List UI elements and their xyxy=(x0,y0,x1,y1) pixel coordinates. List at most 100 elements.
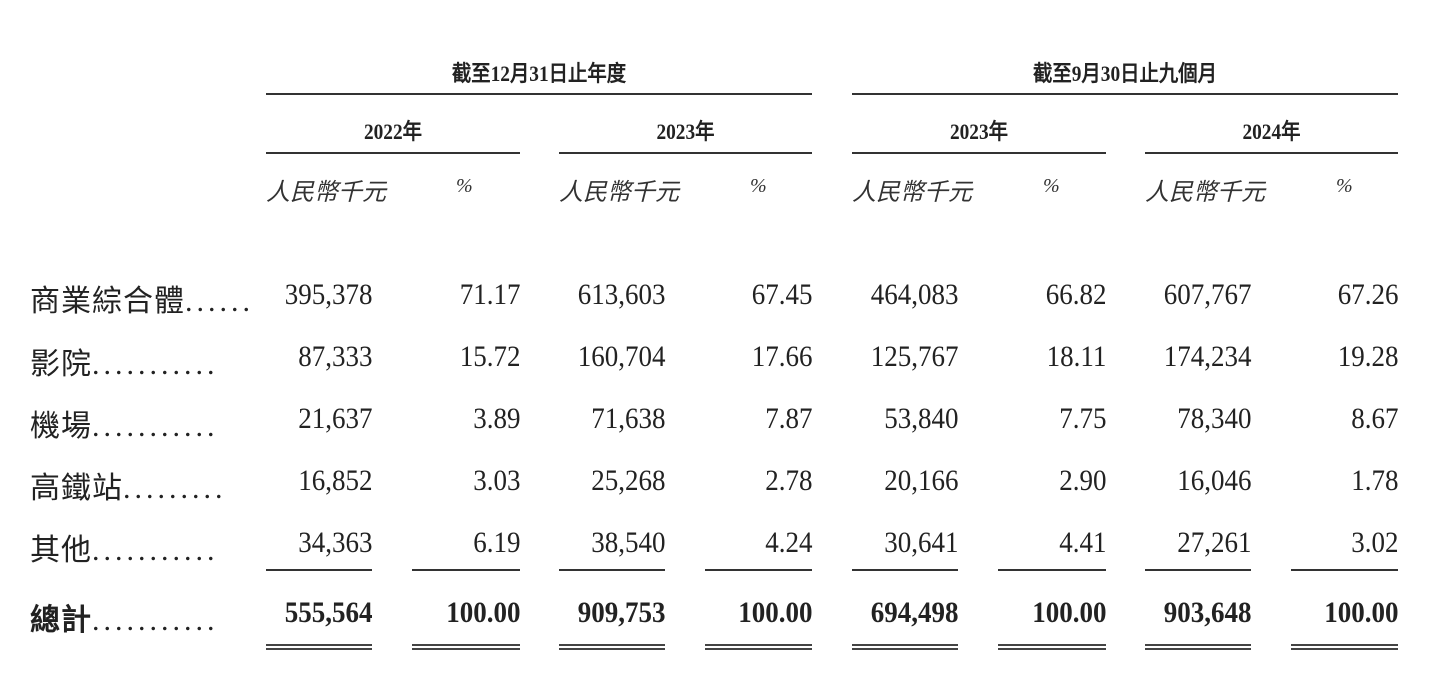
cell-cinema-2023-amount: 160,704 xyxy=(577,340,665,373)
double-underline xyxy=(705,644,812,650)
double-underline xyxy=(1291,644,1398,650)
period-rule-full-year xyxy=(266,93,812,95)
cell-total-2023-amount: 909,753 xyxy=(577,596,665,629)
cell-airport-2022-percent: 3.89 xyxy=(472,402,520,435)
cell-airport-2023n-amount: 53,840 xyxy=(883,402,958,435)
cell-commercial-2024-percent: 67.26 xyxy=(1337,278,1398,311)
cell-airport-2023n-percent: 7.75 xyxy=(1058,402,1106,435)
row-label-others: 其他........... xyxy=(30,525,219,569)
year-rule-2024 xyxy=(1145,152,1398,154)
row-label-total: 總計........... xyxy=(30,595,219,639)
leader-dots: ........... xyxy=(92,534,219,567)
cell-others-2023-percent: 4.24 xyxy=(764,526,812,559)
cell-rail-2023n-percent: 2.90 xyxy=(1058,464,1106,497)
unit-percent-2023-full: % xyxy=(750,175,767,197)
row-label-cinema: 影院........... xyxy=(30,339,219,383)
row-label-text: 其他 xyxy=(30,534,92,567)
cell-cinema-2023-percent: 17.66 xyxy=(751,340,812,373)
cell-airport-2023-percent: 7.87 xyxy=(764,402,812,435)
double-underline xyxy=(998,644,1106,650)
leader-dots: ......... xyxy=(123,472,227,505)
double-underline xyxy=(852,644,958,650)
leader-dots: ........... xyxy=(92,604,219,637)
row-label-text: 影院 xyxy=(30,348,92,381)
cell-rail-2022-amount: 16,852 xyxy=(297,464,372,497)
unit-amount-2024: 人民幣千元 xyxy=(1145,180,1265,206)
period-header-nine-months: 截至9月30日止九個月 xyxy=(1033,61,1217,86)
subtotal-rule xyxy=(412,569,520,571)
cell-total-2024-amount: 903,648 xyxy=(1163,596,1251,629)
cell-cinema-2022-percent: 15.72 xyxy=(459,340,520,373)
double-underline xyxy=(1145,644,1251,650)
row-label-commercial-complex: 商業綜合體...... xyxy=(30,276,254,320)
unit-percent-2022: % xyxy=(456,175,473,197)
unit-amount-2022: 人民幣千元 xyxy=(266,180,386,206)
cell-others-2023n-percent: 4.41 xyxy=(1058,526,1106,559)
row-label-text: 機場 xyxy=(30,410,92,443)
leader-dots: ...... xyxy=(185,285,254,318)
cell-commercial-2022-amount: 395,378 xyxy=(284,278,372,311)
cell-others-2023-amount: 38,540 xyxy=(590,526,665,559)
cell-others-2022-percent: 6.19 xyxy=(472,526,520,559)
subtotal-rule xyxy=(1291,569,1398,571)
double-underline xyxy=(412,644,520,650)
cell-total-2023n-amount: 694,498 xyxy=(870,596,958,629)
year-header-2023-full: 2023年 xyxy=(656,119,715,144)
subtotal-rule xyxy=(266,569,372,571)
period-header-full-year: 截至12月31日止年度 xyxy=(451,61,627,86)
cell-commercial-2022-percent: 71.17 xyxy=(459,278,520,311)
cell-commercial-2023-amount: 613,603 xyxy=(577,278,665,311)
cell-commercial-2023n-amount: 464,083 xyxy=(870,278,958,311)
unit-amount-2023-full: 人民幣千元 xyxy=(559,180,679,206)
leader-dots: ........... xyxy=(92,410,219,443)
cell-rail-2023-amount: 25,268 xyxy=(590,464,665,497)
subtotal-rule xyxy=(705,569,812,571)
cell-total-2023n-percent: 100.00 xyxy=(1031,596,1106,629)
cell-others-2022-amount: 34,363 xyxy=(297,526,372,559)
cell-rail-2024-amount: 16,046 xyxy=(1176,464,1251,497)
row-label-high-speed-rail: 高鐵站......... xyxy=(30,463,227,507)
cell-others-2024-percent: 3.02 xyxy=(1350,526,1398,559)
cell-cinema-2024-percent: 19.28 xyxy=(1337,340,1398,373)
year-header-2023-nine: 2023年 xyxy=(949,119,1009,144)
period-rule-nine-months xyxy=(852,93,1398,95)
cell-total-2023-percent: 100.00 xyxy=(737,596,812,629)
leader-dots: ........... xyxy=(92,348,219,381)
subtotal-rule xyxy=(852,569,958,571)
cell-commercial-2023-percent: 67.45 xyxy=(751,278,812,311)
cell-cinema-2022-amount: 87,333 xyxy=(297,340,372,373)
subtotal-rule xyxy=(559,569,665,571)
cell-commercial-2023n-percent: 66.82 xyxy=(1045,278,1106,311)
cell-total-2022-percent: 100.00 xyxy=(445,596,520,629)
year-rule-2022 xyxy=(266,152,520,154)
cell-rail-2023n-amount: 20,166 xyxy=(883,464,958,497)
cell-total-2024-percent: 100.00 xyxy=(1323,596,1398,629)
year-rule-2023-nine xyxy=(852,152,1106,154)
double-underline xyxy=(559,644,665,650)
cell-airport-2024-amount: 78,340 xyxy=(1176,402,1251,435)
cell-cinema-2023n-percent: 18.11 xyxy=(1046,340,1106,373)
cell-others-2023n-amount: 30,641 xyxy=(883,526,958,559)
unit-amount-2023-nine: 人民幣千元 xyxy=(852,180,972,206)
double-underline xyxy=(266,644,372,650)
year-header-2024: 2024年 xyxy=(1242,119,1301,144)
cell-cinema-2023n-amount: 125,767 xyxy=(870,340,958,373)
year-rule-2023-full xyxy=(559,152,812,154)
row-label-text: 高鐵站 xyxy=(30,472,123,505)
cell-airport-2024-percent: 8.67 xyxy=(1350,402,1398,435)
cell-rail-2022-percent: 3.03 xyxy=(472,464,520,497)
cell-airport-2023-amount: 71,638 xyxy=(590,402,665,435)
subtotal-rule xyxy=(1145,569,1251,571)
cell-others-2024-amount: 27,261 xyxy=(1176,526,1251,559)
cell-airport-2022-amount: 21,637 xyxy=(297,402,372,435)
unit-percent-2023-nine: % xyxy=(1043,175,1060,197)
cell-rail-2024-percent: 1.78 xyxy=(1350,464,1398,497)
row-label-airport: 機場........... xyxy=(30,401,219,445)
cell-cinema-2024-amount: 174,234 xyxy=(1163,340,1251,373)
row-label-text: 總計 xyxy=(30,604,92,637)
subtotal-rule xyxy=(998,569,1106,571)
cell-rail-2023-percent: 2.78 xyxy=(764,464,812,497)
unit-percent-2024: % xyxy=(1336,175,1353,197)
row-label-text: 商業綜合體 xyxy=(30,285,185,318)
year-header-2022: 2022年 xyxy=(363,119,423,144)
